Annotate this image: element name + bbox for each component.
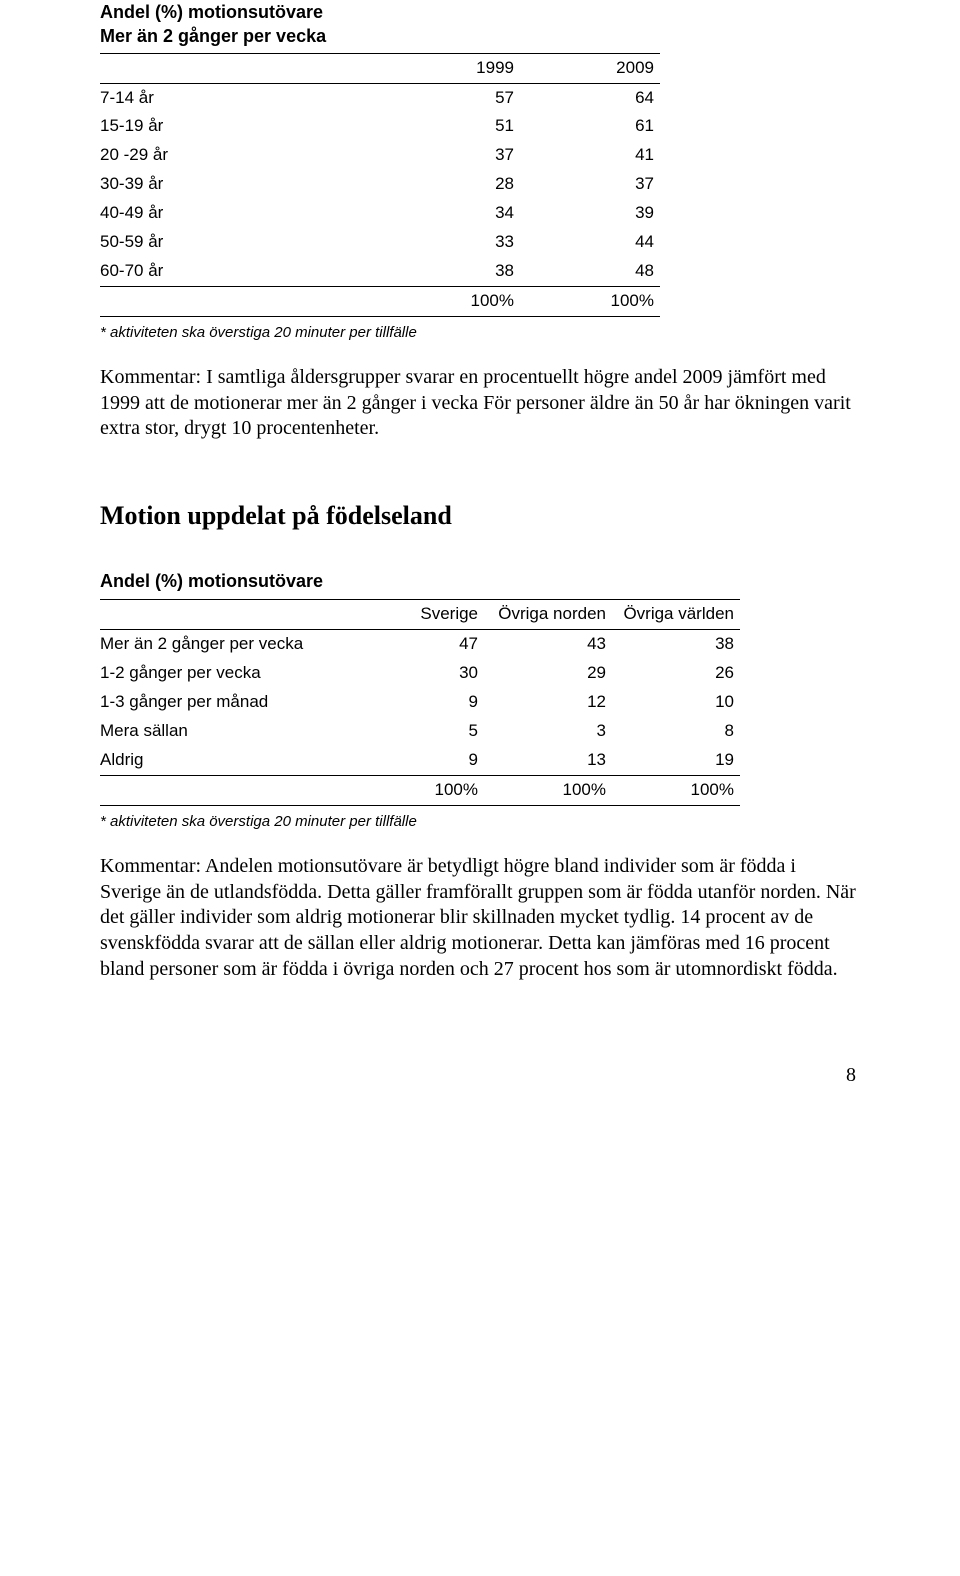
table-1-header-row: 1999 2009 bbox=[100, 53, 660, 83]
paragraph-1: Kommentar: I samtliga åldersgrupper svar… bbox=[100, 365, 860, 442]
table-row: Mer än 2 gånger per vecka 47 43 38 bbox=[100, 630, 740, 659]
table-2-table: Sverige Övriga norden Övriga världen Mer… bbox=[100, 599, 740, 806]
table-1-h0 bbox=[100, 53, 380, 83]
table-1-table: 1999 2009 7-14 år 57 64 15-19 år 51 61 2… bbox=[100, 53, 660, 317]
table-row: 1-2 gånger per vecka 30 29 26 bbox=[100, 659, 740, 688]
section-heading: Motion uppdelat på födelseland bbox=[100, 498, 860, 533]
table-1-subtitle: Mer än 2 gånger per vecka bbox=[100, 24, 660, 48]
table-row: 20 -29 år 37 41 bbox=[100, 141, 660, 170]
table-2-h2: Övriga norden bbox=[484, 600, 612, 630]
table-1: Andel (%) motionsutövare Mer än 2 gånger… bbox=[100, 0, 660, 343]
table-2-h0 bbox=[100, 600, 356, 630]
table-1-h1: 1999 bbox=[380, 53, 520, 83]
table-2-h3: Övriga världen bbox=[612, 600, 740, 630]
table-2-footnote: * aktiviteten ska överstiga 20 minuter p… bbox=[100, 812, 740, 832]
table-row: 1-3 gånger per månad 9 12 10 bbox=[100, 688, 740, 717]
table-row: 40-49 år 34 39 bbox=[100, 199, 660, 228]
table-row: 50-59 år 33 44 bbox=[100, 228, 660, 257]
paragraph-2: Kommentar: Andelen motionsutövare är bet… bbox=[100, 854, 860, 982]
table-2: Andel (%) motionsutövare Sverige Övriga … bbox=[100, 569, 740, 832]
table-1-h2: 2009 bbox=[520, 53, 660, 83]
table-row: Mera sällan 5 3 8 bbox=[100, 717, 740, 746]
table-2-h1: Sverige bbox=[356, 600, 484, 630]
table-row: 60-70 år 38 48 bbox=[100, 257, 660, 286]
table-1-title: Andel (%) motionsutövare bbox=[100, 0, 660, 24]
table-2-header-row: Sverige Övriga norden Övriga världen bbox=[100, 600, 740, 630]
table-2-totals: 100% 100% 100% bbox=[100, 776, 740, 806]
page-number: 8 bbox=[100, 1062, 860, 1089]
table-row: 7-14 år 57 64 bbox=[100, 83, 660, 112]
table-1-footnote: * aktiviteten ska överstiga 20 minuter p… bbox=[100, 323, 660, 343]
table-1-totals: 100% 100% bbox=[100, 287, 660, 317]
table-row: 30-39 år 28 37 bbox=[100, 170, 660, 199]
table-row: 15-19 år 51 61 bbox=[100, 112, 660, 141]
table-row: Aldrig 9 13 19 bbox=[100, 746, 740, 775]
table-2-title: Andel (%) motionsutövare bbox=[100, 569, 740, 593]
